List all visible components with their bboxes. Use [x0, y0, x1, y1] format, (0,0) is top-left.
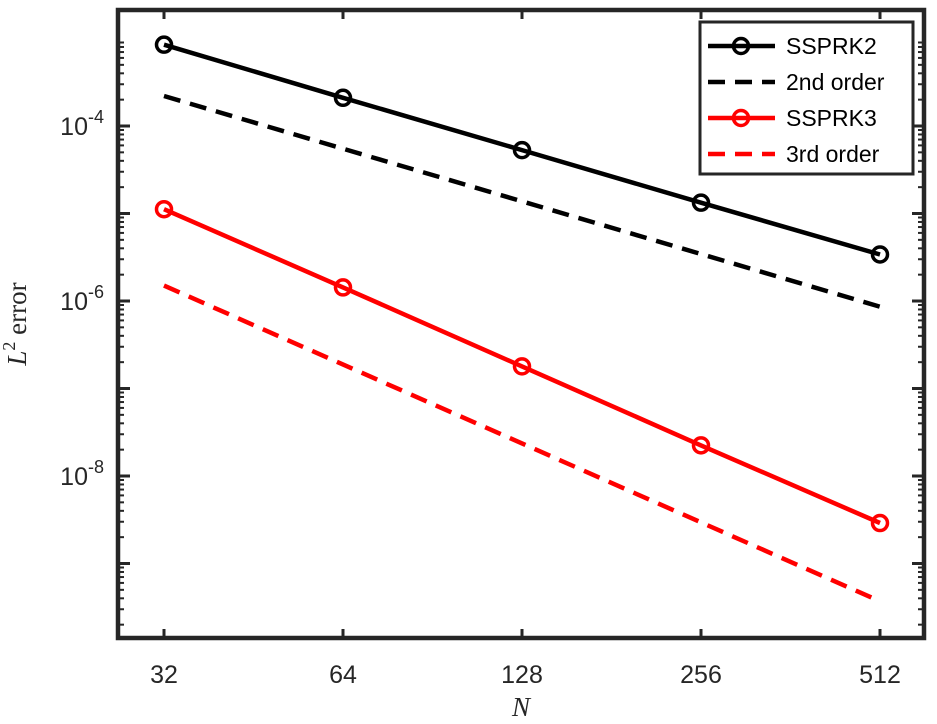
x-tick-label-5: 512: [859, 661, 901, 689]
series-3-marker-3: [512, 357, 532, 376]
legend-label-3: SSPRK3: [786, 105, 877, 131]
x-tick-label-2: 64: [329, 661, 357, 689]
series-3-marker-5: [870, 513, 890, 533]
y-tick-label-3: 10-8: [60, 457, 104, 491]
y-axis-label: L2 error: [0, 282, 32, 366]
series-3-marker-4: [691, 436, 711, 455]
series-1-marker-3: [512, 140, 532, 160]
legend-label-4: 3rd order: [786, 141, 880, 167]
y-tick-label-1: 10-4: [60, 107, 104, 141]
legend-label-1: SSPRK2: [786, 33, 877, 59]
axes-layer: 32 64 128 256 512 10-4 10-6 10-8 N L2 error: [0, 7, 927, 722]
series-3-marker-1: [154, 199, 174, 219]
series-1-marker-1: [154, 35, 174, 54]
y-tick-label-2: 10-6: [60, 282, 104, 316]
series-line-2: [163, 93, 881, 309]
x-tick-label-4: 256: [680, 661, 722, 689]
x-axis-label: N: [511, 692, 532, 722]
series-line-4: [163, 283, 881, 604]
legend: SSPRK2 2nd order SSPRK3 3rd order: [698, 20, 915, 176]
series-1-marker-4: [691, 193, 711, 212]
x-tick-label-3: 128: [501, 661, 543, 689]
legend-marker-1: [731, 36, 751, 56]
series-3-marker-2: [333, 278, 353, 297]
series-line-3: [163, 207, 881, 526]
x-tick-label-1: 32: [150, 661, 178, 689]
series-1-marker-2: [333, 88, 353, 108]
series-layer: [154, 35, 890, 604]
legend-label-2: 2nd order: [786, 69, 885, 95]
series-line-1: [163, 42, 881, 257]
series-1-marker-5: [870, 245, 890, 264]
legend-marker-3: [731, 108, 751, 128]
